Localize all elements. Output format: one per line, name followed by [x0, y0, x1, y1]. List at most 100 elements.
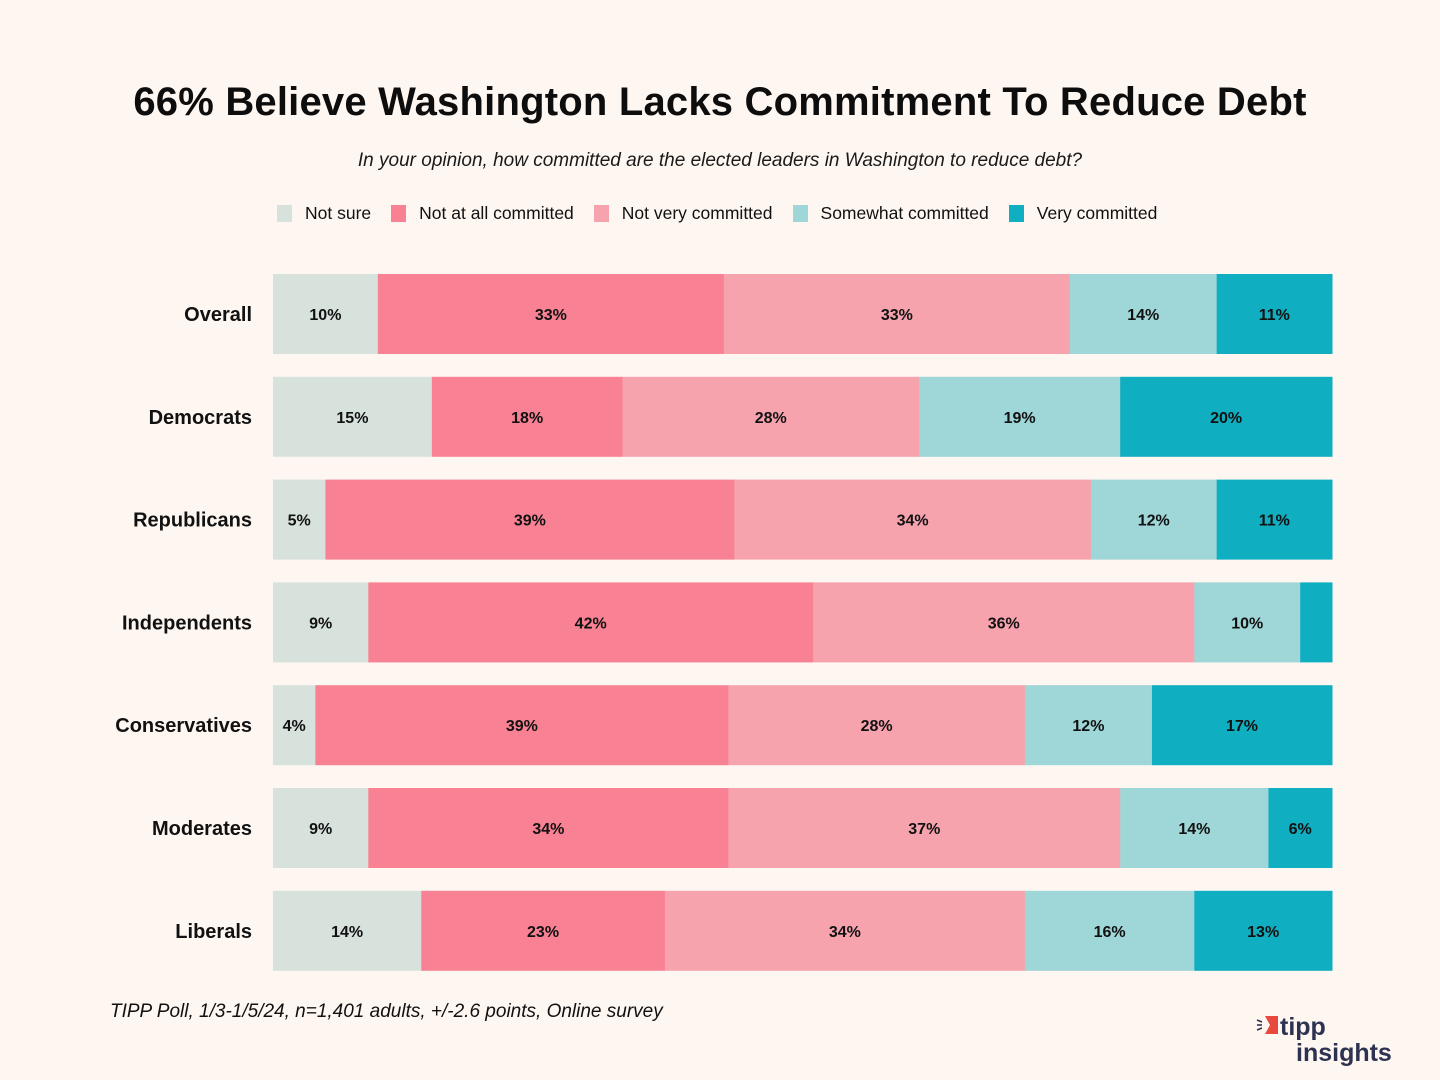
category-label: Republicans: [133, 510, 252, 532]
bar-segment: [1216, 274, 1333, 354]
chart-subtitle: In your opinion, how committed are the e…: [357, 150, 1083, 171]
bar-segment: [723, 274, 1071, 354]
data-label: 17%: [1226, 718, 1258, 735]
bar-segment: [315, 685, 729, 766]
data-label: 11%: [1259, 513, 1290, 530]
bar-row: Conservatives 4% 39% 28% 12% 17%: [115, 685, 1333, 766]
bar-segment: [1268, 788, 1333, 868]
data-label: 9%: [309, 821, 332, 838]
data-label: 28%: [861, 718, 893, 735]
data-label: 10%: [309, 307, 341, 324]
legend-swatch: [1008, 205, 1024, 222]
logo-text-insights: insights: [1296, 1039, 1392, 1067]
bar-segment: [728, 685, 1026, 766]
bar-segment: [1024, 890, 1195, 971]
data-label: 10%: [1231, 615, 1263, 632]
data-label: 34%: [532, 821, 564, 838]
bar-segment: [1120, 788, 1269, 868]
legend-item: Very committed: [1008, 203, 1158, 224]
bar-segment: [421, 890, 666, 971]
data-label: 4%: [283, 718, 306, 735]
data-label: 39%: [514, 513, 546, 530]
bar-segment: [377, 274, 725, 354]
data-label: 14%: [331, 924, 363, 941]
bar-segment: [1300, 582, 1333, 663]
bar-segment: [1090, 479, 1218, 560]
legend-label: Very committed: [1036, 203, 1158, 223]
data-label: 11%: [1259, 307, 1290, 324]
bar-row: Moderates 9% 34% 37% 14% 6%: [152, 788, 1333, 868]
data-label: 12%: [1072, 718, 1104, 735]
logo-tag-icon: [1265, 1016, 1278, 1034]
data-label: 39%: [506, 718, 538, 735]
legend-item: Somewhat committed: [792, 203, 989, 224]
data-label: 6%: [1289, 821, 1312, 838]
bar-row: Democrats 15% 18% 28% 19% 20%: [149, 376, 1333, 457]
bar-segment: [273, 890, 422, 971]
category-label: Moderates: [152, 818, 252, 840]
bar-segment: [1151, 685, 1333, 766]
data-label: 37%: [908, 821, 940, 838]
legend-label: Not at all committed: [419, 203, 574, 223]
bar-segment: [734, 479, 1092, 560]
bar-segment: [1069, 274, 1218, 354]
bar-segment: [325, 479, 735, 560]
bar-segment: [273, 685, 316, 766]
bar-segment: [918, 376, 1121, 457]
bar-segment: [1216, 479, 1333, 560]
legend-swatch: [792, 205, 808, 222]
bar-segment: [368, 788, 729, 868]
legend-swatch: [391, 205, 407, 222]
category-label: Overall: [184, 304, 252, 326]
bar-segment: [664, 890, 1026, 971]
data-label: 36%: [988, 615, 1020, 632]
bar-segment: [1024, 685, 1153, 766]
tipp-insights-logo: tipp insights: [1256, 1013, 1392, 1067]
data-label: 42%: [575, 615, 607, 632]
logo-text-tipp: tipp: [1280, 1013, 1326, 1041]
bar-segment: [1120, 376, 1333, 457]
data-label: 23%: [527, 924, 559, 941]
bar-segment: [1194, 890, 1333, 971]
data-label: 5%: [288, 513, 311, 530]
bar-row: Independents 9% 42% 36% 10%: [122, 582, 1333, 663]
legend-item: Not sure: [277, 203, 371, 224]
legend-swatch: [277, 205, 292, 222]
bar-segment: [273, 788, 369, 868]
data-label: 13%: [1247, 924, 1279, 941]
legend: Not sure Not at all committed Not very com…: [277, 203, 1177, 224]
legend-swatch: [593, 205, 609, 222]
bar-segment: [622, 376, 920, 457]
bar-segment: [273, 376, 433, 457]
data-label: 33%: [535, 307, 567, 324]
data-label: 28%: [755, 410, 787, 427]
source-note: TIPP Poll, 1/3-1/5/24, n=1,401 adults, +…: [110, 1001, 663, 1022]
data-label: 9%: [309, 615, 332, 632]
data-label: 14%: [1127, 307, 1159, 324]
bar-segment: [728, 788, 1121, 868]
data-label: 19%: [1004, 410, 1036, 427]
legend-label: Somewhat committed: [820, 203, 989, 223]
chart-title: 66% Believe Washington Lacks Commitment …: [133, 80, 1307, 124]
bar-row: Liberals 14% 23% 34% 16% 13%: [175, 890, 1333, 971]
category-label: Liberals: [175, 921, 252, 943]
legend-label: Not very committed: [621, 203, 773, 223]
data-label: 16%: [1094, 924, 1126, 941]
legend-item: Not at all committed: [391, 203, 574, 224]
bar-segment: [273, 582, 369, 663]
data-label: 15%: [336, 410, 368, 427]
bar-segment: [273, 274, 379, 354]
data-label: 12%: [1138, 513, 1170, 530]
data-label: 14%: [1178, 821, 1210, 838]
bar-row: Overall 10% 33% 33% 14% 11%: [184, 274, 1333, 354]
bar-segment: [1194, 582, 1301, 663]
data-label: 18%: [511, 410, 543, 427]
legend-item: Not very committed: [593, 203, 773, 224]
data-label: 34%: [829, 924, 861, 941]
bar-segment: [368, 582, 814, 663]
bar-segment: [273, 479, 326, 560]
data-label: 34%: [897, 513, 929, 530]
category-label: Independents: [122, 612, 252, 634]
logo-signal-icon: [1256, 1019, 1263, 1031]
